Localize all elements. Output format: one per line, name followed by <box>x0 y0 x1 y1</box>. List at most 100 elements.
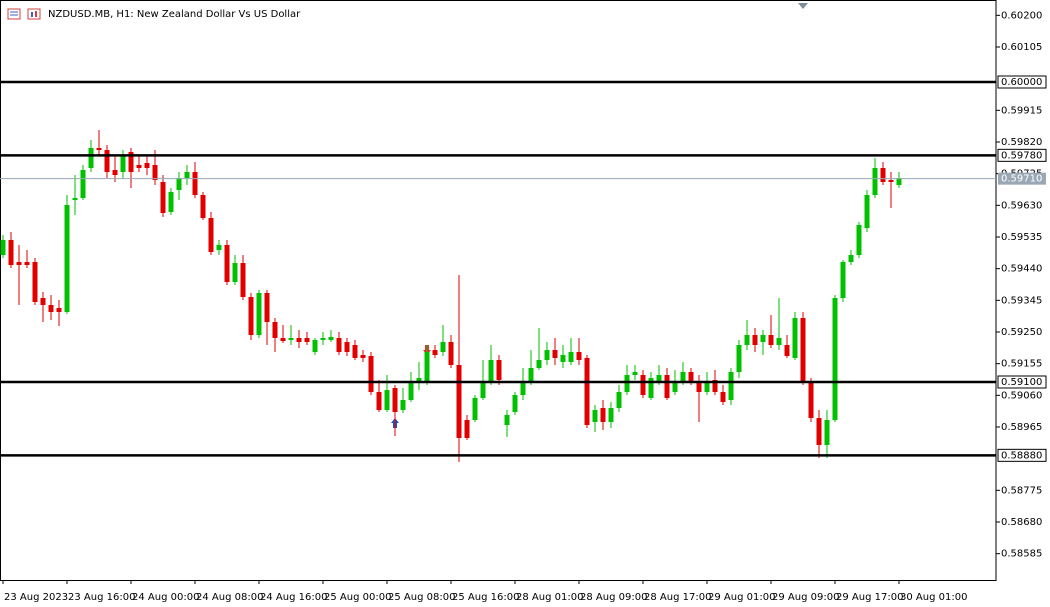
candle-body <box>72 198 78 200</box>
candle-body <box>616 392 622 408</box>
candle-body <box>240 263 246 297</box>
candle-body <box>824 420 830 445</box>
candle-body <box>264 293 270 322</box>
candle-body <box>832 298 838 420</box>
candle-body <box>168 192 174 212</box>
candle-body <box>848 255 854 262</box>
candle-body <box>592 410 598 422</box>
candle-body <box>536 360 542 368</box>
candle-body <box>296 338 302 342</box>
candle-body <box>568 352 574 362</box>
candle-body <box>896 178 902 185</box>
candle-body <box>456 365 462 438</box>
y-tick-label: 0.58680 <box>1001 517 1042 528</box>
icon <box>7 8 21 20</box>
candle-body <box>96 148 102 150</box>
y-tick-label: 0.59250 <box>1001 327 1042 338</box>
x-tick-label: 28 Aug 09:00 <box>580 592 647 603</box>
candle-body <box>520 382 526 395</box>
level-label-box <box>997 375 1047 389</box>
candle-body <box>248 297 254 335</box>
candle-body <box>192 172 198 195</box>
shift-marker <box>798 3 808 9</box>
candle-body <box>256 293 262 335</box>
candle-body <box>488 360 494 382</box>
candle-body <box>632 372 638 375</box>
candles <box>0 130 902 462</box>
candle-body <box>208 218 214 252</box>
candle-body <box>352 345 358 358</box>
y-tick-label: 0.59155 <box>1001 359 1042 370</box>
candle-body <box>64 205 70 312</box>
candle-body <box>880 168 886 182</box>
y-tick-label: 0.58965 <box>1001 422 1042 433</box>
candle-body <box>56 308 62 312</box>
candle-body <box>552 350 558 358</box>
x-tick-label: 24 Aug 00:00 <box>132 592 199 603</box>
candle-body <box>528 368 534 382</box>
candle-body <box>576 352 582 360</box>
candle-body <box>272 322 278 338</box>
candle-body <box>176 178 182 190</box>
plot-frame <box>0 0 997 581</box>
candle-body <box>112 170 118 175</box>
candle-body <box>784 345 790 356</box>
candle-body <box>512 395 518 412</box>
x-tick-label: 23 Aug 16:00 <box>68 592 135 603</box>
candle-body <box>808 382 814 418</box>
candle-body <box>416 378 422 382</box>
level-label-box <box>997 75 1047 89</box>
x-tick-label: 23 Aug 2023 <box>4 592 68 603</box>
candle-body <box>864 195 870 228</box>
candle-body <box>384 390 390 410</box>
candle-body <box>144 163 150 168</box>
candle-body <box>376 392 382 410</box>
x-tick-label: 24 Aug 16:00 <box>260 592 327 603</box>
candle-body <box>48 305 54 312</box>
candle-body <box>0 240 6 255</box>
candle-body <box>472 398 478 420</box>
x-tick-label: 24 Aug 08:00 <box>196 592 263 603</box>
candle-body <box>560 355 566 362</box>
candle-body <box>16 262 22 265</box>
candle-body <box>704 382 710 392</box>
y-tick-label: 0.59915 <box>1001 105 1042 116</box>
candle-body <box>328 337 334 340</box>
level-label: 0.59780 <box>1001 150 1042 161</box>
x-tick-label: 28 Aug 17:00 <box>644 592 711 603</box>
icon <box>27 8 41 20</box>
candle-body <box>480 382 486 398</box>
candle-body <box>640 375 646 395</box>
candle-body <box>216 245 222 250</box>
candle-body <box>760 335 766 342</box>
y-tick-label: 0.58585 <box>1001 549 1042 560</box>
level-label: 0.59100 <box>1001 377 1042 388</box>
candle-body <box>136 165 142 168</box>
x-tick-label: 25 Aug 00:00 <box>324 592 391 603</box>
level-label: 0.60000 <box>1001 77 1042 88</box>
x-tick-label: 29 Aug 01:00 <box>708 592 775 603</box>
candle-body <box>856 225 862 255</box>
candle-body <box>464 420 470 438</box>
candle-body <box>840 262 846 298</box>
candle-body <box>680 372 686 382</box>
candle-body <box>664 375 670 398</box>
candle-body <box>584 358 590 425</box>
candle-body <box>120 155 126 172</box>
icon <box>31 12 33 17</box>
candle-body <box>320 338 326 340</box>
candle-body <box>696 382 702 392</box>
candle-body <box>160 182 166 213</box>
x-tick-label: 25 Aug 16:00 <box>452 592 519 603</box>
y-tick-label: 0.60105 <box>1001 42 1042 53</box>
x-tick-label: 25 Aug 08:00 <box>388 592 455 603</box>
candle-body <box>624 375 630 392</box>
candle-body <box>712 380 718 392</box>
level-label: 0.58880 <box>1001 450 1042 461</box>
candle-body <box>648 378 654 398</box>
candle-body <box>224 245 230 282</box>
candle-body <box>544 350 550 360</box>
y-tick-label: 0.58775 <box>1001 485 1042 496</box>
current-price-label: 0.59710 <box>1001 174 1042 185</box>
